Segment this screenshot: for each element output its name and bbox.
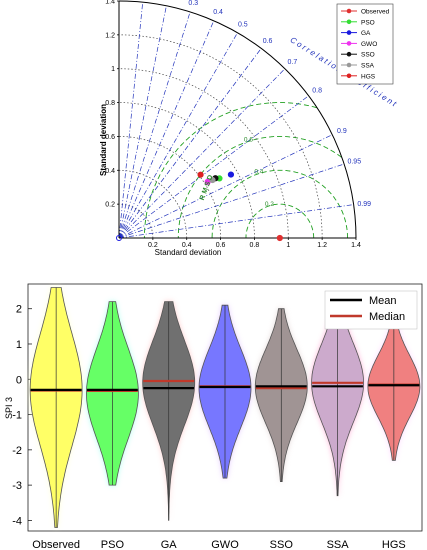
corr-ray-6 (118, 68, 286, 239)
category-label-pso: PSO (101, 539, 125, 550)
origin-marker (116, 235, 122, 241)
x-tick-label: 1 (286, 242, 290, 249)
rmsd-circle-3 (143, 102, 317, 238)
x-tick-label: 0.4 (182, 242, 192, 249)
legend-marker-ssa (346, 62, 352, 68)
violin-category-labels: Observed PSO GA GWO SSO SSA HGS (32, 539, 405, 550)
corr-ray-4 (118, 32, 238, 239)
x-tick-label: 1.2 (317, 242, 327, 249)
violin-legend: Mean Median (324, 290, 418, 330)
legend-label-observed: Observed (361, 9, 390, 16)
taylor-x-axis-label: Standard deviation (155, 248, 222, 257)
y-tick-label: 0.6 (105, 134, 115, 141)
corr-tick-label: 0.4 (213, 9, 223, 16)
std-arc-5 (118, 34, 323, 239)
violin-plot: 2 1 0 -1 -2 -3 -4 Observed PSO GA GWO SSO SSA HGS SP… (4, 283, 423, 550)
corr-ray-2 (118, 11, 191, 239)
violin-bodies (29, 287, 421, 528)
taylor-grid (118, 2, 354, 239)
corr-ray-9 (118, 163, 345, 239)
corr-ray-8 (118, 134, 333, 239)
legend-label-hgs: HGS (361, 73, 376, 80)
std-arc-2 (118, 136, 221, 239)
legend-label-pso: PSO (361, 19, 375, 26)
legend-marker-gwo (346, 41, 352, 46)
category-label-ssa: SSA (327, 539, 350, 550)
category-label-ga: GA (161, 539, 178, 550)
y-tick-label: 0 (16, 374, 22, 386)
rmsd-tick-label-2: 0.2 (265, 201, 274, 208)
taylor-labels: 0.10.20.30.40.50.60.70.80.90.950.990.20.… (105, 0, 371, 249)
taylor-diagram: 0.10.20.30.40.50.60.70.80.90.950.990.20.… (99, 0, 399, 257)
y-tick-label: 0.4 (105, 168, 115, 175)
rmsd-tick-label-1: 0.6 (244, 136, 253, 143)
point-observed (276, 234, 283, 242)
corr-tick-label: 0.9 (337, 128, 347, 135)
point-ssa (209, 176, 216, 184)
point-ga (227, 171, 235, 178)
rmsd-circle-0 (245, 203, 315, 238)
x-tick-label: 1.4 (351, 242, 361, 249)
corr-ray-7 (118, 95, 309, 239)
x-tick-label: 0.8 (250, 242, 260, 249)
std-arc-4 (118, 68, 289, 239)
corr-ray-0 (118, 2, 144, 239)
category-label-hgs: HGS (382, 539, 406, 550)
taylor-axes (117, 0, 357, 240)
rmsd-tick-label-0: 0.4 (254, 169, 263, 176)
corr-tick-label: 0.5 (238, 22, 248, 29)
legend-marker-pso (346, 19, 352, 25)
std-arc-1 (118, 169, 188, 239)
legend-marker-sso (346, 51, 352, 57)
taylor-points (116, 171, 283, 242)
y-tick-label: 0.8 (105, 100, 115, 107)
corr-ray-10 (118, 204, 354, 239)
legend-marker-hgs (346, 73, 352, 79)
corr-ray-1 (118, 5, 167, 239)
violin-y-axis-label: SPI 3 (4, 397, 14, 419)
taylor-legend: Observed PSO GA GWO SSO SSA HGS (336, 3, 394, 85)
legend-mean-label: Mean (369, 295, 397, 307)
y-tick-label: -3 (12, 480, 22, 492)
point-hgs (197, 171, 204, 178)
y-tick-label: 1.4 (105, 0, 115, 6)
corr-ray-3 (118, 20, 215, 239)
legend-marker-ga (346, 30, 352, 35)
corr-tick-label: 0.8 (312, 87, 322, 94)
x-tick-label: 0.6 (216, 242, 226, 249)
x-tick-label: 0.2 (148, 242, 158, 249)
legend-label-gwo: GWO (361, 41, 377, 48)
legend-label-ssa: SSA (361, 63, 375, 70)
legend-marker-observed (346, 8, 352, 14)
std-arc-3 (118, 102, 255, 239)
y-tick-label: 1 (111, 66, 115, 73)
corr-ray-5 (118, 48, 262, 239)
y-tick-label: -2 (12, 445, 22, 457)
category-label-gwo: GWO (211, 539, 239, 550)
rmsd-circle-1 (211, 169, 348, 238)
taylor-y-axis-label: Standard deviation (99, 104, 108, 176)
outer-arc (118, 0, 357, 239)
category-label-observed: Observed (32, 539, 80, 550)
y-tick-label: 0.2 (105, 202, 115, 209)
y-tick-label: 1.2 (105, 32, 115, 39)
y-tick-label: -1 (12, 410, 22, 422)
corr-tick-label: 0.95 (347, 159, 361, 166)
corr-tick-label: 0.99 (357, 201, 371, 208)
corr-tick-label: 0.7 (287, 59, 297, 66)
legend-label-sso: SSO (361, 52, 375, 59)
y-tick-label: 1 (16, 339, 22, 351)
corr-tick-label: 0.3 (188, 0, 198, 7)
legend-median-label: Median (369, 311, 405, 323)
y-tick-label: 2 (16, 304, 22, 316)
category-label-sso: SSO (270, 539, 294, 550)
legend-label-ga: GA (361, 30, 371, 37)
y-tick-label: -4 (12, 515, 22, 527)
corr-tick-label: 0.6 (263, 38, 273, 45)
rmsd-circle-2 (177, 135, 342, 238)
